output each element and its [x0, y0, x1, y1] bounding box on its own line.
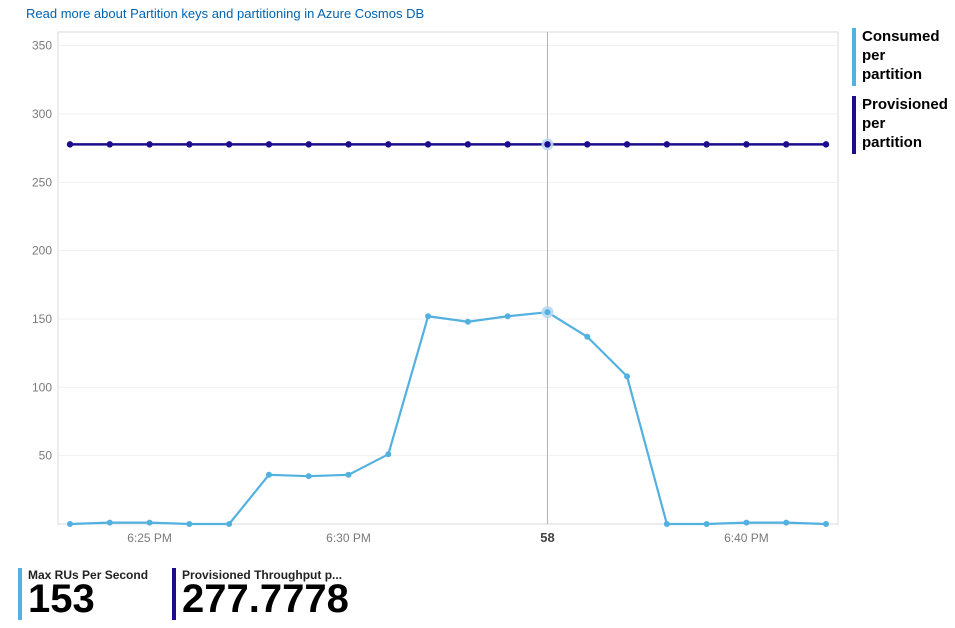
root: Read more about Partition keys and parti… — [0, 0, 955, 628]
throughput-chart: 50 100 150 200 250 300 350 6:25 PM 6:30 PM 6:40 P… — [18, 28, 848, 548]
kpi-footer: Max RUs Per Second 153 Provisioned Throu… — [18, 568, 349, 620]
kpi-bar-provisioned — [172, 568, 176, 620]
kpi-value-max-rus: 153 — [28, 578, 148, 620]
svg-text:6:25 PM: 6:25 PM — [127, 531, 172, 545]
legend-label-provisioned: Provisioned per partition — [862, 96, 948, 152]
partitioning-doc-link[interactable]: Read more about Partition keys and parti… — [26, 6, 424, 21]
svg-text:350: 350 — [32, 39, 52, 53]
svg-text:6:40 PM: 6:40 PM — [724, 531, 769, 545]
chart-svg: 50 100 150 200 250 300 350 6:25 PM 6:30 PM 6:40 P… — [18, 28, 848, 548]
legend-label-consumed: Consumed per partition — [862, 28, 947, 84]
svg-text:6:30 PM: 6:30 PM — [326, 531, 371, 545]
kpi-value-provisioned: 277.7778 — [182, 578, 349, 620]
svg-text:50: 50 — [39, 449, 53, 463]
svg-text:200: 200 — [32, 244, 52, 258]
legend-item-consumed[interactable]: Consumed per partition — [852, 28, 947, 86]
kpi-provisioned: Provisioned Throughput p... 277.7778 — [172, 568, 349, 620]
svg-text:150: 150 — [32, 312, 52, 326]
svg-text:100: 100 — [32, 380, 52, 394]
svg-text:250: 250 — [32, 175, 52, 189]
chart-legend: Consumed per partition Provisioned per p… — [852, 28, 947, 164]
kpi-max-rus: Max RUs Per Second 153 — [18, 568, 148, 620]
legend-swatch-provisioned — [852, 96, 856, 154]
legend-item-provisioned[interactable]: Provisioned per partition — [852, 96, 947, 154]
svg-text:58: 58 — [540, 530, 554, 545]
svg-text:300: 300 — [32, 107, 52, 121]
kpi-bar-max-rus — [18, 568, 22, 620]
legend-swatch-consumed — [852, 28, 856, 86]
